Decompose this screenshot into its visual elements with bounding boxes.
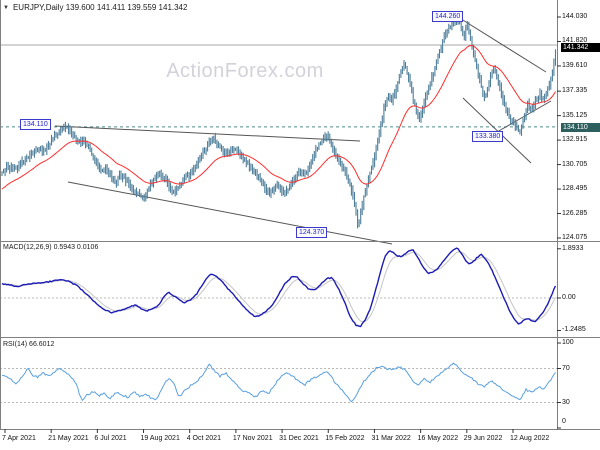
time-axis[interactable]: 7 Apr 2021 21 May 2021 6 Jul 2021 19 Aug 20… xyxy=(0,431,600,450)
price-tick-label: 144.030 xyxy=(562,13,588,20)
price-tick-label: 132.915 xyxy=(562,136,588,144)
chart-title: EURJPY,Daily 139.600 141.411 139.559 141… xyxy=(12,3,188,12)
macd-tick-label: 0.00 xyxy=(562,294,576,301)
price-tick-label: 124.075 xyxy=(562,234,588,241)
price-axis[interactable]: 144.030 141.820 139.610 137.335 135.125 132.9… xyxy=(558,0,600,429)
chart-title-bar: ▼ EURJPY,Daily 139.600 141.411 139.559 1… xyxy=(3,2,187,13)
time-tick-label: 6 Jul 2021 xyxy=(94,435,127,442)
price-tick-label: 141.820 xyxy=(562,37,588,45)
rsi-tick-label: 70 xyxy=(562,364,570,372)
time-tick-label: 31 Mar 2022 xyxy=(371,435,411,442)
macd-tick-label: -1.2485 xyxy=(562,326,586,334)
price-annotation[interactable]: 144.260 xyxy=(432,11,464,22)
price-tick-label: 137.335 xyxy=(562,87,588,95)
price-annotation[interactable]: 124.370 xyxy=(296,227,328,238)
time-tick-label: 15 Feb 2022 xyxy=(325,435,365,442)
price-tick-label: 128.495 xyxy=(562,185,588,193)
price-tick-label: 135.125 xyxy=(562,111,588,119)
rsi-tick-label: 0 xyxy=(562,418,566,425)
rsi-indicator-label: RSI(14) 66.6012 xyxy=(3,341,55,348)
price-tick-label: 126.285 xyxy=(562,209,588,217)
price-annotation[interactable]: 133.380 xyxy=(472,131,504,142)
time-tick-label: 7 Apr 2021 xyxy=(2,435,36,442)
price-annotation[interactable]: 134.110 xyxy=(20,119,51,130)
support-price-tag: 134.110 xyxy=(561,122,600,132)
time-tick-label: 17 Nov 2021 xyxy=(232,435,273,442)
time-tick-label: 4 Oct 2021 xyxy=(186,435,221,442)
macd-indicator-label: MACD(12,26,9) 0.5943 0.0106 xyxy=(3,244,99,251)
time-tick-label: 12 Aug 2022 xyxy=(509,435,550,442)
price-tick-label: 139.610 xyxy=(562,61,588,69)
time-tick-label: 19 Aug 2021 xyxy=(140,435,180,442)
time-tick-label: 16 May 2022 xyxy=(417,435,459,442)
symbol-dropdown-icon[interactable]: ▼ xyxy=(3,4,9,11)
current-price-tag: 141.342 xyxy=(561,42,600,52)
rsi-tick-label: 30 xyxy=(562,398,570,406)
watermark: ActionForex.com xyxy=(166,60,324,82)
time-tick-label: 29 Jun 2022 xyxy=(463,435,503,442)
time-tick-label: 21 May 2021 xyxy=(48,435,89,442)
price-tick-label: 130.705 xyxy=(562,160,588,168)
macd-tick-label: 1.8933 xyxy=(562,244,584,252)
time-tick-label: 31 Dec 2021 xyxy=(279,435,319,442)
rsi-tick-label: 100 xyxy=(562,339,574,346)
